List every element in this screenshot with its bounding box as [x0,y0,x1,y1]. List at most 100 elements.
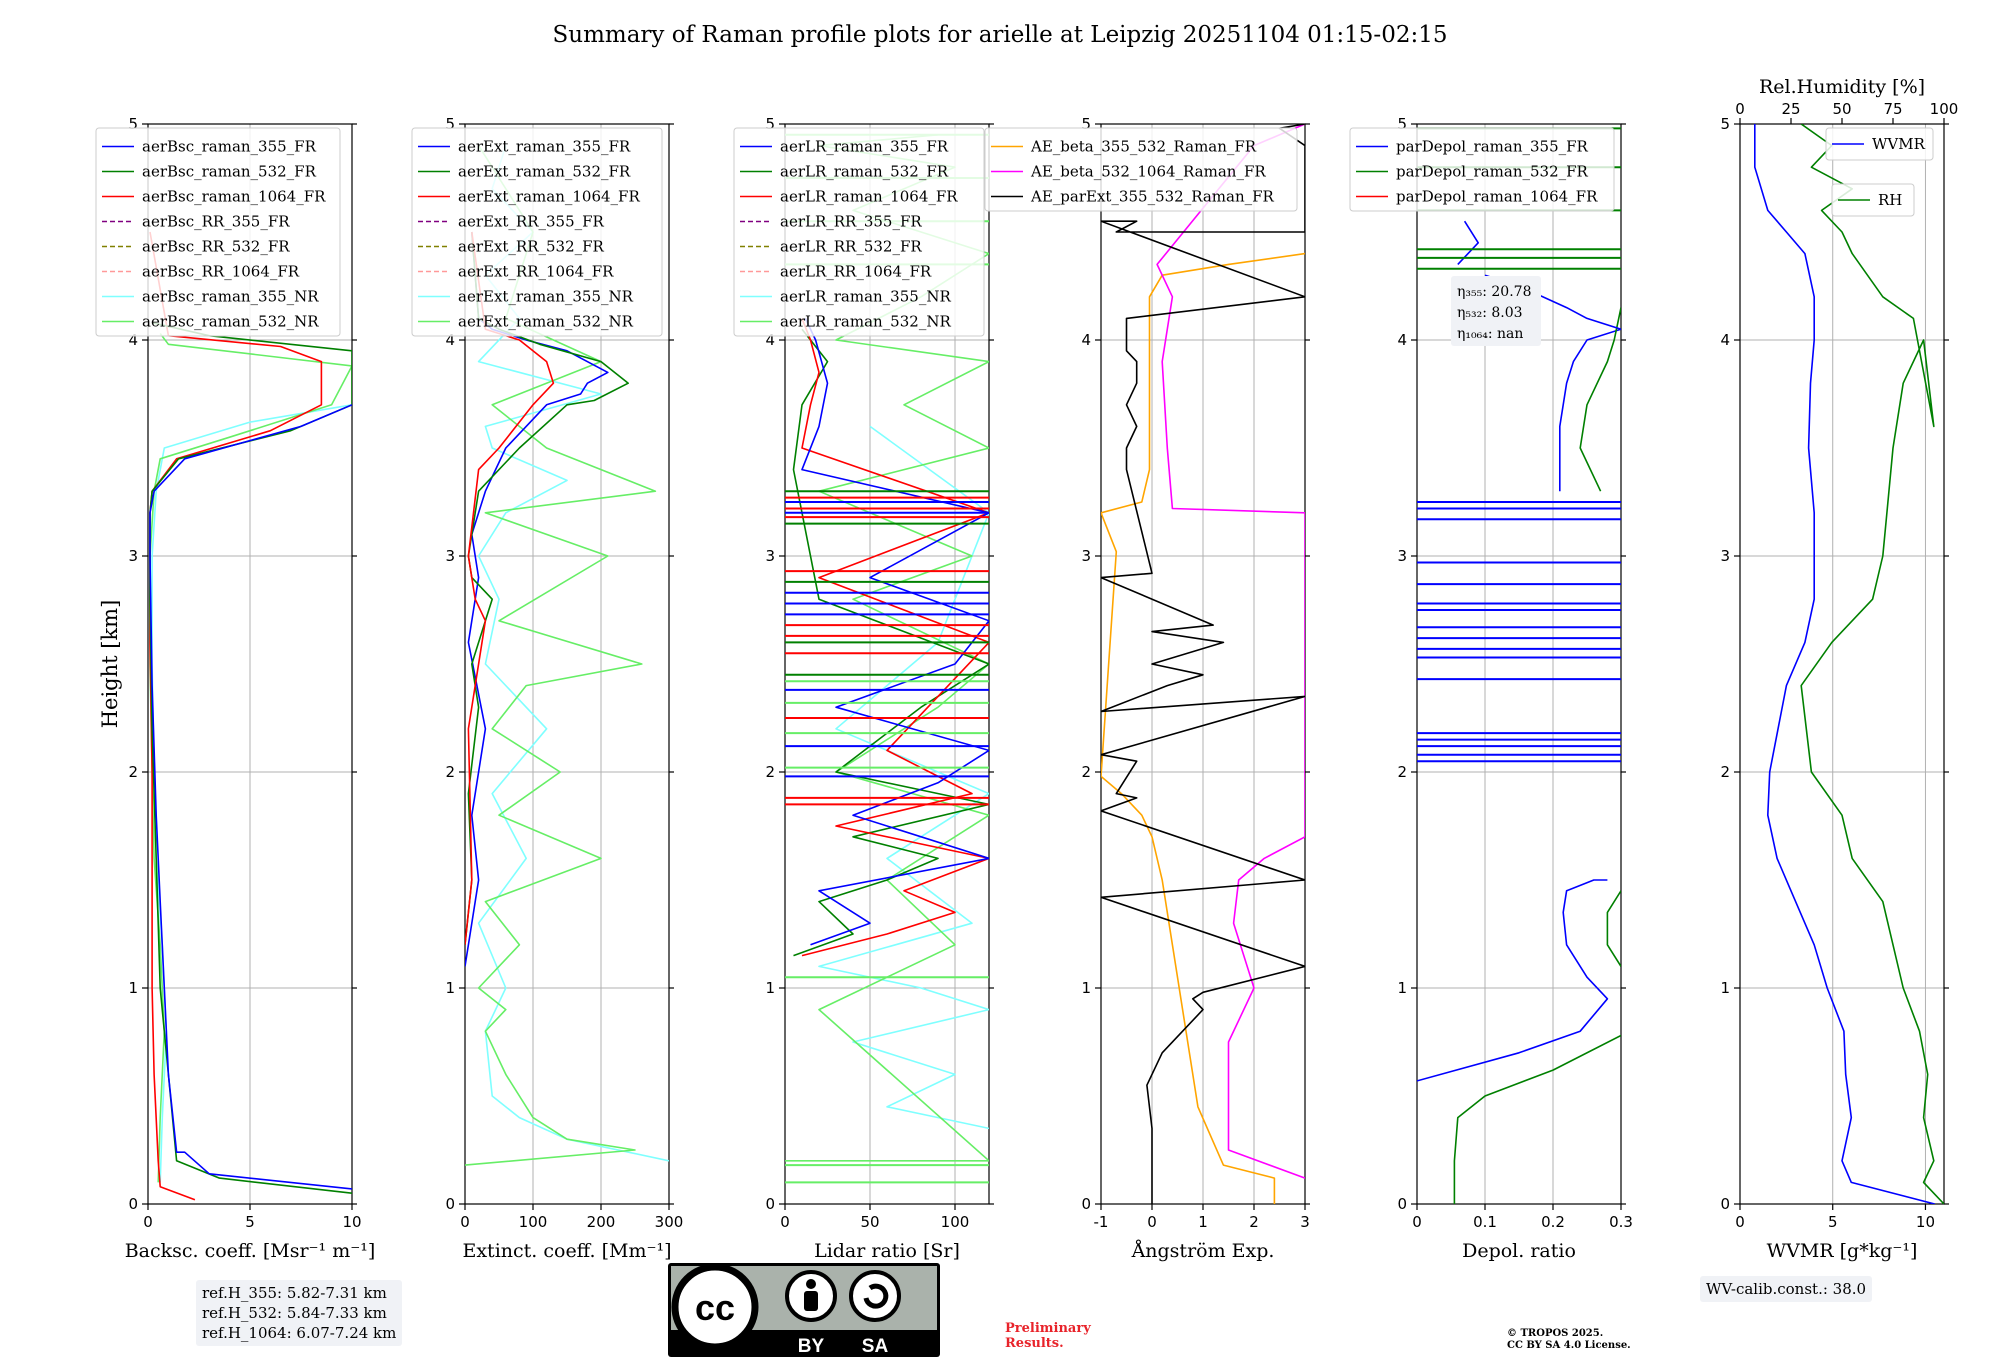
backscatter-y-tick-label: 0 [128,1195,138,1213]
lidar-ratio-legend-label: aerLR_raman_532_FR [780,163,949,181]
extinction-legend-label: aerExt_raman_355_NR [458,288,634,306]
depol-x-tick-label: 0.3 [1609,1213,1633,1231]
angstrom-legend-label: AE_beta_355_532_Raman_FR [1030,138,1257,156]
depol-eta-box [1451,276,1541,346]
angstrom-series-AE_parExt_355_532_Raman_FR [1101,124,1305,1204]
extinction-legend-label: aerExt_RR_355_FR [458,213,605,231]
depol-series-parDepol_raman_355_FR [1417,879,1609,1082]
share-alike-icon [849,1270,901,1322]
backscatter-y-tick-label: 4 [128,331,138,349]
depol-y-tick-label: 2 [1397,763,1407,781]
rh-top-tick-label: 100 [1930,100,1959,118]
depol-series-parDepol_raman_532_FR [1606,890,1621,967]
angstrom-x-tick-label: 2 [1249,1213,1259,1231]
figure-title: Summary of Raman profile plots for ariel… [552,22,1448,48]
wvmr-frame [1739,123,1945,1205]
lidar-ratio-legend-label: aerLR_raman_1064_FR [780,188,958,206]
rh-legend: RH [1831,183,1915,217]
lidar-ratio-series-aerLR_raman_1064_FR [801,318,989,957]
extinction-legend-label: aerExt_raman_1064_FR [458,188,640,206]
lidar-ratio-legend-label: aerLR_RR_1064_FR [780,263,932,281]
wvmr-y-tick-label: 3 [1720,547,1730,565]
wvmr-y-tick-label: 0 [1720,1195,1730,1213]
angstrom-series-group [1101,124,1305,1204]
depol-y-tick-label: 5 [1397,115,1407,133]
backscatter-x-tick-label: 5 [245,1213,255,1231]
wvmr-x-tick-label: 10 [1916,1213,1935,1231]
relative-humidity-series-group [1800,124,1944,1204]
extinction-legend-label: aerExt_raman_532_NR [458,313,634,331]
angstrom-legend-label: AE_beta_532_1064_Raman_FR [1030,163,1266,181]
angstrom-series-AE_beta_532_1064_Raman_FR [1156,124,1305,1179]
angstrom-y-tick-label: 5 [1081,115,1091,133]
extinction-x-tick-label: 200 [587,1213,616,1231]
wvmr-y-tick-label: 1 [1720,979,1730,997]
backscatter-y-tick-label: 1 [128,979,138,997]
person-body-icon [804,1291,818,1311]
extinction-series-aerExt_raman_532_NR [465,145,657,1166]
depol-eta-line: η₃₅₅: 20.78 [1457,284,1531,300]
ref-height-1064: ref.H_1064: 6.07-7.24 km [202,1324,397,1342]
depol-series-parDepol_raman_532_FR [1579,307,1621,492]
cc-license-badge: cc BY SA [668,1263,940,1357]
height-axis-label: Height [km] [98,600,122,729]
rh-top-tick-label: 75 [1883,100,1902,118]
wvmr-x-tick-label: 0 [1735,1213,1745,1231]
depol-x-label: Depol. ratio [1462,1240,1576,1262]
backscatter-series-aerBsc_raman_355_NR [151,404,352,1183]
share-alike-arrow-icon [863,1283,889,1309]
backscatter-series-group [149,231,352,1201]
extinction-y-tick-label: 5 [445,115,455,133]
backscatter-legend-label: aerBsc_raman_355_NR [142,288,319,306]
preliminary-line-2: Results. [1005,1336,1064,1351]
rh-top-axis-label: Rel.Humidity [%] [1759,76,1925,98]
angstrom-y-tick-label: 0 [1081,1195,1091,1213]
backscatter-legend: aerBsc_raman_355_FR aerBsc_raman_532_FRae… [95,127,341,337]
depol-legend-box [1349,127,1615,212]
backscatter-series-aerBsc_raman_355_FR [149,404,352,1190]
depol-legend-label: parDepol_raman_355_FR [1396,138,1589,156]
wvmr-series-group [1754,124,1935,1204]
wvmr-legend: WVMR [1825,127,1934,161]
person-head-icon [806,1279,816,1289]
extinction-legend: aerExt_raman_355_FR aerExt_raman_532_FRae… [411,127,663,337]
relative-humidity-series-RH [1800,124,1944,1204]
depol-legend-label: parDepol_raman_532_FR [1396,163,1589,181]
extinction-frame [464,123,670,1205]
lidar-ratio-x-label: Lidar ratio [Sr] [814,1240,960,1262]
extinction-series-aerExt_raman_532_FR [465,231,630,945]
lidar-ratio-y-tick-label: 4 [765,331,775,349]
backscatter-legend-label: aerBsc_raman_355_FR [142,138,317,156]
angstrom-legend: AE_beta_355_532_Raman_FR AE_beta_532_1064… [984,127,1298,212]
backscatter-series-aerBsc_raman_1064_FR [149,231,323,1201]
extinction-legend-label: aerExt_RR_532_FR [458,238,605,256]
wvmr-y-tick-label: 2 [1720,763,1730,781]
backscatter-legend-label: aerBsc_raman_1064_FR [142,188,326,206]
angstrom-x-label: Ångström Exp. [1131,1240,1275,1262]
angstrom-y-tick-label: 1 [1081,979,1091,997]
wvmr-x-label: WVMR [g*kg⁻¹] [1767,1240,1918,1262]
lidar-ratio-series-aerLR_raman_355_NR [818,425,989,1130]
extinction-y-tick-label: 0 [445,1195,455,1213]
lidar-ratio-y-tick-label: 1 [765,979,775,997]
lidar-ratio-y-tick-label: 5 [765,115,775,133]
copyright-note: © TROPOS 2025. CC BY SA 4.0 License. [1507,1328,1631,1352]
depol-y-tick-label: 3 [1397,547,1407,565]
rh-top-tick-label: 50 [1832,100,1851,118]
depol-x-tick-label: 0 [1412,1213,1422,1231]
cc-logo-text: cc [695,1287,735,1328]
backscatter-x-tick-label: 0 [143,1213,153,1231]
lidar-ratio-legend-label: aerLR_raman_532_NR [780,313,951,331]
backscatter-axes: 0 5 10 0 1 2 3 4 5 [128,115,361,1231]
cc-sa-label: SA [862,1336,889,1357]
lidar-ratio-y-tick-label: 2 [765,763,775,781]
depol-x-tick-label: 0.1 [1473,1213,1497,1231]
extinction-y-tick-label: 1 [445,979,455,997]
lidar-ratio-series-aerLR_raman_355_FR [801,318,989,946]
angstrom-y-tick-label: 3 [1081,547,1091,565]
lidar-ratio-y-tick-label: 3 [765,547,775,565]
extinction-x-tick-label: 300 [655,1213,684,1231]
lidar-ratio-legend-label: aerLR_raman_355_FR [780,138,949,156]
extinction-x-label: Extinct. coeff. [Mm⁻¹] [462,1240,671,1262]
depol-series-parDepol_raman_532_FR [1453,1034,1621,1204]
